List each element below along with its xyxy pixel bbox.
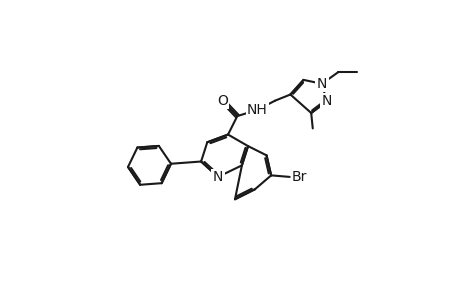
- Text: NH: NH: [246, 103, 267, 117]
- Text: O: O: [217, 94, 228, 108]
- Text: N: N: [213, 170, 223, 184]
- Text: N: N: [316, 77, 326, 91]
- Text: Br: Br: [291, 170, 307, 184]
- Text: N: N: [321, 94, 331, 108]
